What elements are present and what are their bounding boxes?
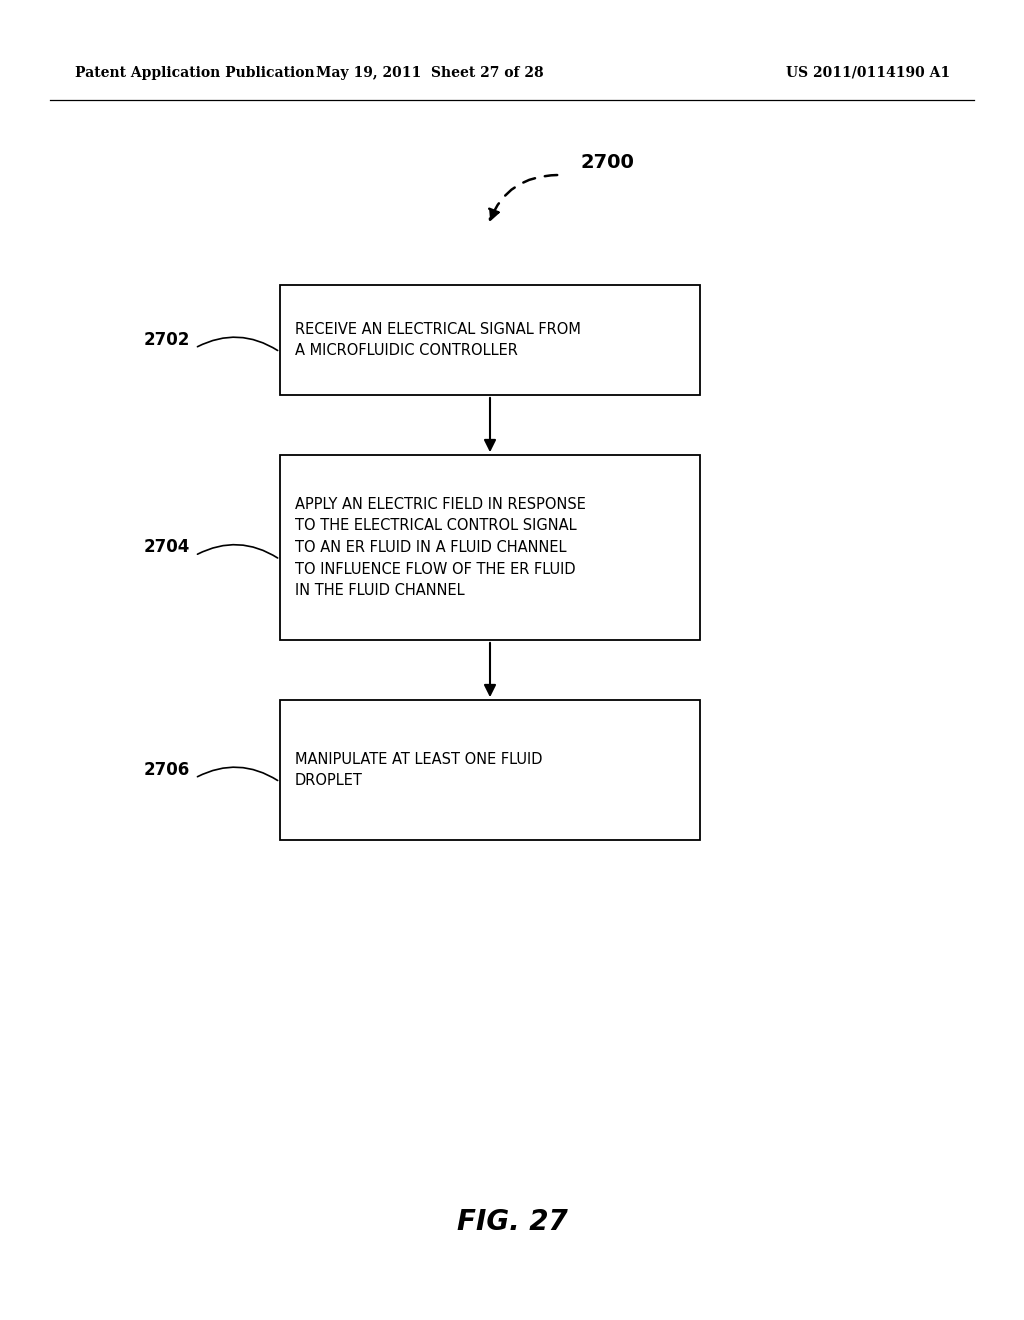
Text: FIG. 27: FIG. 27 — [457, 1208, 567, 1236]
Text: Patent Application Publication: Patent Application Publication — [75, 66, 314, 81]
Text: US 2011/0114190 A1: US 2011/0114190 A1 — [785, 66, 950, 81]
Bar — [280, 700, 700, 840]
Text: APPLY AN ELECTRIC FIELD IN RESPONSE
TO THE ELECTRICAL CONTROL SIGNAL
TO AN ER FL: APPLY AN ELECTRIC FIELD IN RESPONSE TO T… — [295, 496, 586, 598]
Text: May 19, 2011  Sheet 27 of 28: May 19, 2011 Sheet 27 of 28 — [316, 66, 544, 81]
Bar — [280, 285, 700, 395]
Text: 2702: 2702 — [143, 331, 190, 348]
Text: 2704: 2704 — [143, 539, 190, 557]
Text: 2706: 2706 — [143, 762, 190, 779]
Text: RECEIVE AN ELECTRICAL SIGNAL FROM
A MICROFLUIDIC CONTROLLER: RECEIVE AN ELECTRICAL SIGNAL FROM A MICR… — [295, 322, 581, 358]
Text: MANIPULATE AT LEAST ONE FLUID
DROPLET: MANIPULATE AT LEAST ONE FLUID DROPLET — [295, 751, 543, 788]
Bar — [280, 455, 700, 640]
Text: 2700: 2700 — [580, 153, 634, 173]
